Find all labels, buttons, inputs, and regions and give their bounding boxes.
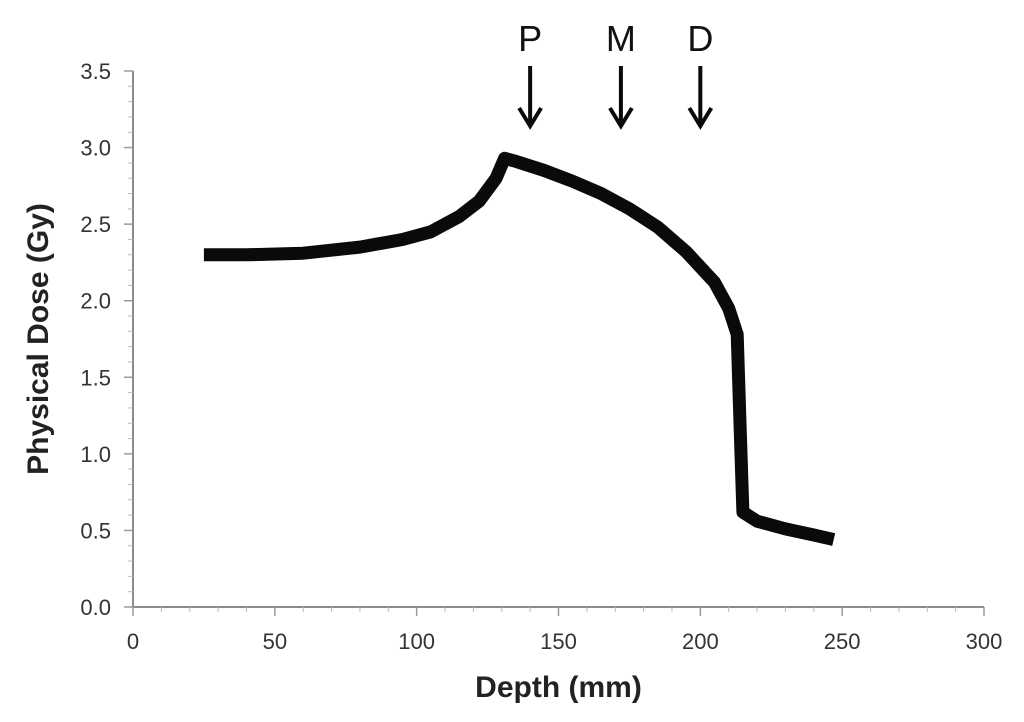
y-tick-label: 1.0 [80,442,111,467]
x-tick-label: 250 [824,629,861,654]
x-tick-label: 0 [127,629,139,654]
x-tick-label: 50 [263,629,287,654]
y-tick-label: 2.0 [80,289,111,314]
annotation-p: P [517,18,543,130]
minor-ticks [128,85,957,612]
annotation-d: D [687,18,714,130]
x-axis-title: Depth (mm) [475,671,642,704]
axes [132,71,984,608]
y-ticks: 0.0 0.5 1.0 1.5 2.0 2.5 3.0 3.5 [80,59,133,620]
x-tick-label: 200 [682,629,719,654]
y-tick-label: 0.0 [80,595,111,620]
annotation-label: M [606,18,636,59]
annotation-label: D [687,18,713,59]
y-tick-label: 3.5 [80,59,111,84]
y-axis-title: Physical Dose (Gy) [22,203,55,475]
series-group [203,151,836,546]
x-tick-label: 100 [398,629,435,654]
y-tick-label: 1.5 [80,365,111,390]
x-tick-label: 150 [540,629,577,654]
x-tick-label: 300 [966,629,1003,654]
annotation-label: P [518,18,542,59]
x-ticks: 0 50 100 150 200 250 300 [127,607,1002,654]
arrow-head [608,106,634,130]
y-tick-label: 2.5 [80,212,111,237]
annotation-m: M [606,18,636,130]
dose-curve [203,151,836,546]
arrow-head [517,106,543,130]
y-tick-label: 0.5 [80,518,111,543]
y-tick-label: 3.0 [80,136,111,161]
arrow-head [687,106,714,130]
